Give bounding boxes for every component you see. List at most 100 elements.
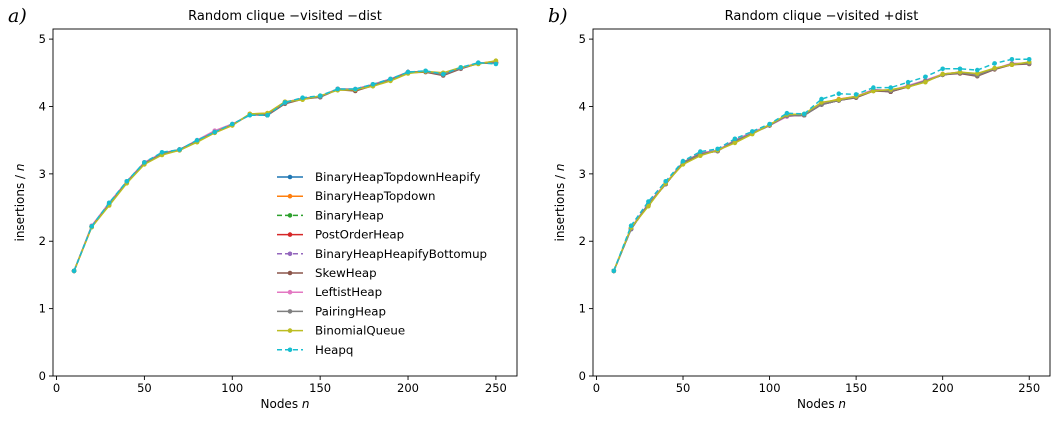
series-BinaryHeapTopdownHeapify (71, 60, 499, 274)
y-tick-label: 0 (579, 369, 586, 383)
data-point (71, 268, 77, 274)
data-point (388, 76, 393, 82)
x-tick-label: 200 (932, 381, 954, 395)
legend-swatch-marker (287, 289, 293, 295)
series-line (613, 63, 1030, 272)
x-tick-label: 0 (593, 381, 600, 395)
data-point (212, 129, 217, 135)
series-PostOrderHeap (71, 60, 499, 274)
series-line (613, 62, 1030, 272)
series-BinaryHeap (71, 60, 499, 274)
series-line (73, 61, 496, 272)
x-axis-label-variable: n (302, 397, 310, 411)
series-line (613, 62, 1030, 272)
legend-label: BinaryHeap (315, 208, 384, 222)
series-BinaryHeapTopdown (611, 60, 1032, 274)
data-point (871, 85, 876, 90)
data-point (923, 79, 928, 85)
plot-frame (52, 28, 518, 377)
x-tick-label: 50 (137, 381, 152, 395)
legend-swatch-marker (287, 328, 293, 333)
legend-item: SkewHeap (277, 266, 377, 280)
legend-label: BinomialQueue (315, 324, 405, 338)
legend-label: PostOrderHeap (315, 228, 404, 242)
y-axis-label-variable: n (13, 163, 27, 171)
series-line (73, 61, 496, 272)
y-tick-label: 2 (579, 234, 586, 248)
data-point (767, 121, 772, 127)
series-line (73, 60, 496, 272)
data-point (476, 60, 481, 65)
legend-swatch-marker (287, 251, 293, 257)
legend-item: PairingHeap (277, 304, 386, 318)
x-axis-label-variable: n (838, 397, 846, 411)
legend-label: PairingHeap (315, 304, 386, 318)
series-Heapq (611, 57, 1032, 274)
legend-swatch-marker (287, 193, 293, 199)
series-SkewHeap (71, 60, 499, 274)
data-point (923, 74, 928, 80)
data-point (335, 86, 341, 92)
legend-label: BinaryHeapTopdown (315, 189, 436, 203)
data-point (89, 224, 94, 229)
legend-swatch-marker (287, 213, 293, 218)
series-line (73, 61, 496, 272)
legend-item: BinaryHeapTopdownHeapify (277, 170, 481, 184)
legend-label: SkewHeap (315, 266, 377, 280)
data-point (317, 93, 323, 98)
data-point (405, 69, 411, 75)
series-line (73, 61, 496, 272)
y-tick-label: 3 (579, 167, 586, 181)
series-line (613, 62, 1030, 272)
series-line (613, 61, 1030, 272)
y-tick-label: 4 (579, 99, 586, 113)
legend-swatch-marker (287, 347, 293, 353)
series-BinaryHeapHeapifyBottomup (71, 60, 499, 274)
series-line (613, 58, 1030, 272)
data-point (440, 71, 446, 77)
legend-item: BinaryHeap (277, 208, 384, 222)
series-PostOrderHeap (611, 61, 1032, 274)
series-Heapq (71, 60, 499, 274)
data-point (106, 200, 112, 206)
data-point (957, 66, 963, 72)
data-point (370, 82, 376, 87)
data-point (493, 61, 499, 67)
y-tick-label: 2 (39, 234, 46, 248)
data-point (819, 96, 824, 102)
y-tick-label: 1 (39, 302, 46, 316)
data-point (784, 110, 790, 116)
data-point (1009, 57, 1015, 62)
series-BinaryHeapHeapifyBottomup (611, 61, 1032, 274)
y-tick-label: 5 (39, 32, 46, 46)
chart-title: Random clique −visited +dist (725, 9, 919, 24)
data-point (646, 203, 651, 209)
x-tick-label: 100 (759, 381, 781, 395)
data-point (458, 65, 464, 70)
series-LeftistHeap (71, 60, 499, 274)
legend-label: BinaryHeapTopdownHeapify (315, 170, 481, 184)
y-axis-label: insertions / n (553, 163, 567, 241)
data-point (353, 86, 358, 92)
data-point (992, 61, 997, 66)
data-point (750, 129, 755, 134)
data-point (698, 153, 703, 158)
data-point (124, 179, 130, 184)
data-point (853, 92, 859, 97)
data-point (957, 69, 963, 75)
y-tick-label: 1 (579, 302, 586, 316)
series-line (613, 62, 1030, 272)
y-axis-label: insertions / n (13, 163, 27, 241)
y-tick-label: 5 (579, 32, 586, 46)
series-BinomialQueue (71, 58, 499, 274)
data-point (715, 146, 720, 152)
data-point (905, 79, 911, 85)
data-point (940, 66, 945, 72)
data-point (680, 158, 686, 164)
legend-item: BinaryHeapTopdown (277, 189, 436, 203)
y-axis-label-variable: n (553, 163, 567, 171)
data-point (282, 100, 288, 105)
data-point (975, 71, 980, 76)
